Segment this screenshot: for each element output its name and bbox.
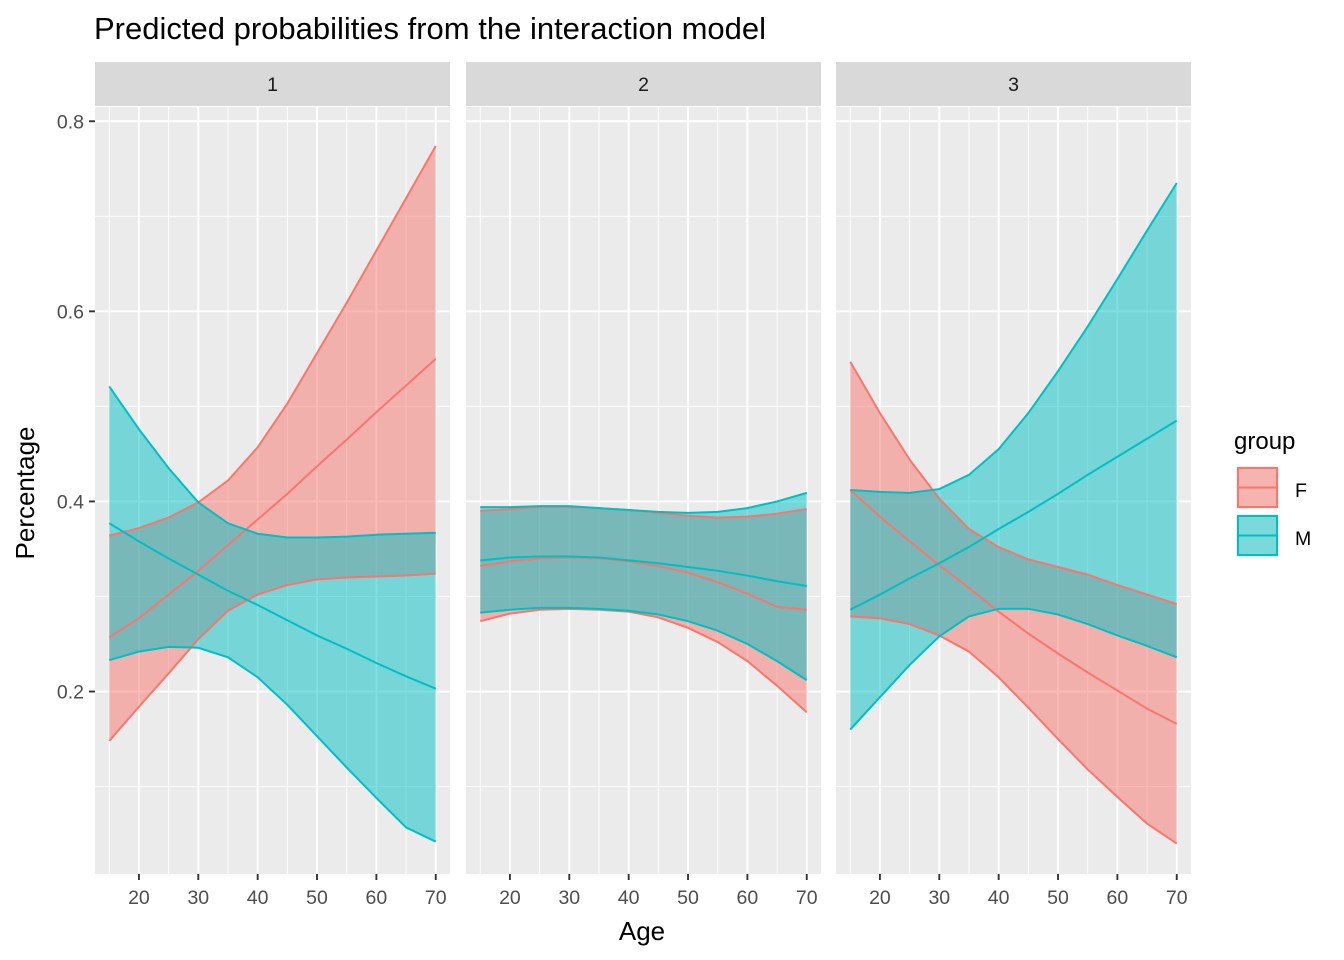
x-tick-label: 50 — [677, 887, 699, 909]
x-tick-label: 30 — [928, 887, 950, 909]
x-tick-label: 70 — [425, 887, 447, 909]
x-tick-label: 30 — [187, 887, 209, 909]
x-tick-label: 20 — [869, 887, 891, 909]
x-tick-label: 70 — [1166, 887, 1188, 909]
line-lower-f — [850, 615, 1178, 845]
chart-title: Predicted probabilities from the interac… — [94, 11, 766, 46]
strip-label-2: 2 — [638, 74, 649, 96]
line-fit-m — [108, 522, 437, 690]
line-upper-m — [480, 491, 808, 514]
x-tick-label: 40 — [988, 887, 1010, 909]
x-tick-label: 50 — [1047, 887, 1069, 909]
legend-label-f: F — [1295, 480, 1307, 502]
line-upper-f — [109, 145, 437, 537]
line-fit-m — [849, 419, 1178, 611]
legend-label-m: M — [1295, 528, 1311, 550]
x-axis-title: Age — [619, 916, 665, 946]
line-lower-m — [108, 645, 437, 843]
y-tick-label: 0.6 — [57, 301, 84, 323]
line-fit-m — [480, 555, 807, 588]
panel-background — [466, 107, 821, 874]
ribbon-m — [850, 183, 1177, 730]
strip-3 — [836, 62, 1191, 106]
x-tick-label: 40 — [618, 887, 640, 909]
x-tick-label: 20 — [128, 887, 150, 909]
y-tick-label: 0.2 — [57, 682, 84, 704]
x-tick-label: 50 — [306, 887, 328, 909]
line-lower-f — [480, 607, 808, 714]
line-lower-f — [108, 572, 436, 742]
y-tick-label: 0.8 — [57, 111, 84, 133]
x-tick-label: 20 — [499, 887, 521, 909]
facet-panel-2: 2 20 30 40 50 60 70 — [466, 62, 821, 909]
ribbon-m — [109, 386, 436, 842]
facet-panel-1: 1 20 30 40 50 60 70 0.2 0.4 0.6 0.8 — [57, 62, 450, 909]
line-lower-m — [849, 607, 1178, 731]
x-tick-label: 60 — [1107, 887, 1129, 909]
line-fit-f — [849, 489, 1178, 725]
strip-1 — [95, 62, 450, 106]
strip-label-1: 1 — [267, 74, 278, 96]
line-upper-f — [849, 361, 1178, 606]
x-tick-label: 60 — [366, 887, 388, 909]
y-axis-title: Percentage — [10, 427, 40, 560]
strip-2 — [466, 62, 821, 106]
line-fit-f — [108, 358, 437, 639]
x-tick-label: 70 — [796, 887, 818, 909]
line-fit-f — [480, 556, 807, 611]
line-upper-m — [850, 182, 1178, 494]
x-tick-label: 40 — [247, 887, 269, 909]
line-lower-m — [480, 606, 808, 681]
y-tick-label: 0.4 — [57, 491, 84, 513]
facet-panel-3: 3 20 30 40 50 60 70 — [836, 62, 1191, 909]
legend-title: group — [1234, 428, 1295, 455]
x-tick-label: 30 — [558, 887, 580, 909]
strip-label-3: 3 — [1008, 74, 1019, 96]
x-tick-label: 60 — [737, 887, 759, 909]
legend: group F M — [1234, 428, 1311, 557]
line-upper-m — [108, 385, 436, 539]
